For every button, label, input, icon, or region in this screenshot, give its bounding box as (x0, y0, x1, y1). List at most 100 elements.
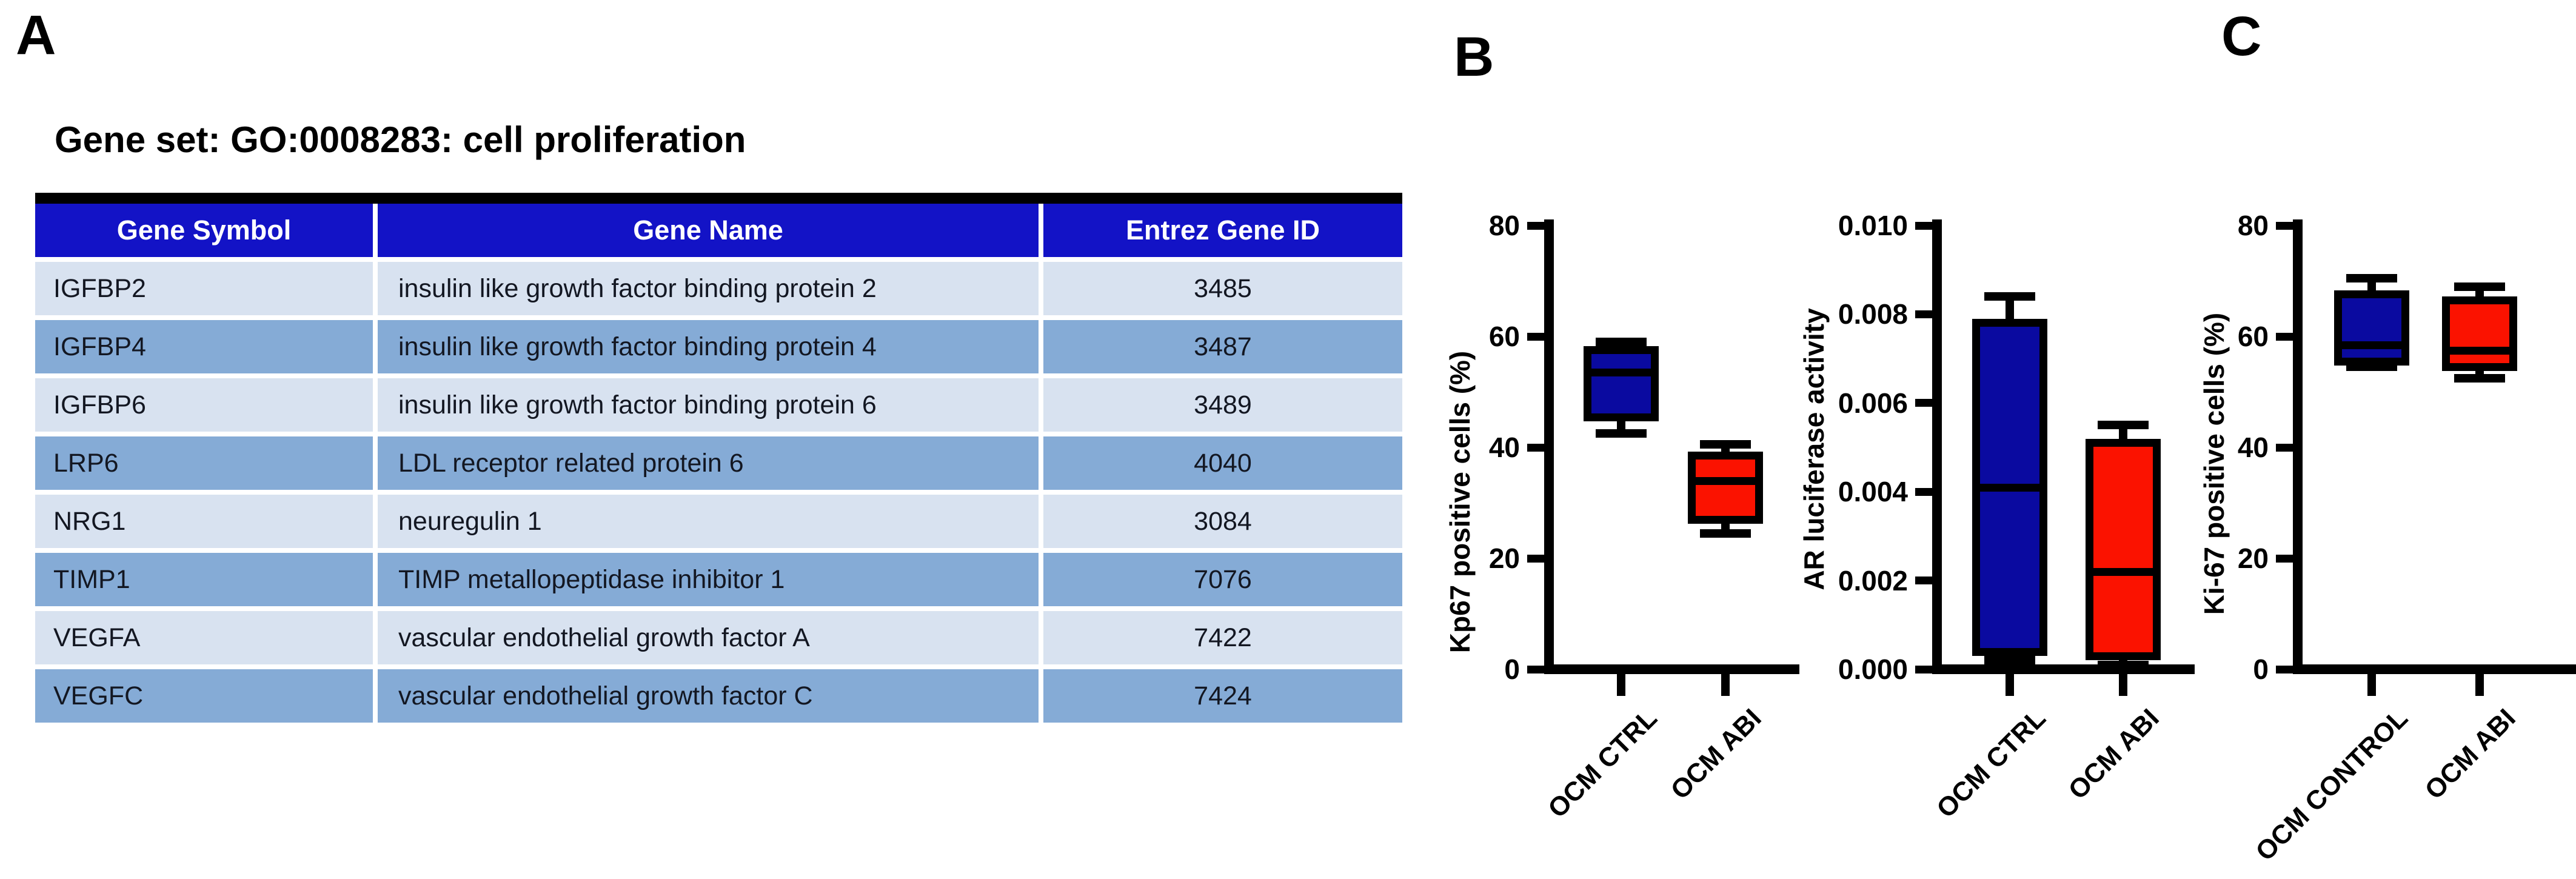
entrez-id-cell: 3485 (1043, 262, 1402, 315)
gene-symbol-cell: LRP6 (35, 436, 373, 490)
y-tick-label: 20 (1488, 543, 1520, 574)
whisker-cap (2454, 373, 2505, 383)
y-tick-label: 60 (2237, 321, 2269, 352)
y-axis-label: Ki-67 positive cells (%) (2198, 312, 2230, 615)
y-tick (1527, 332, 1544, 341)
gene-symbol-cell: IGFBP4 (35, 320, 373, 373)
y-tick-label: 0.010 (1838, 210, 1908, 241)
gene-name-cell: TIMP metallopeptidase inhibitor 1 (378, 553, 1039, 606)
whisker-cap (2098, 660, 2149, 669)
y-tick-label: 80 (2237, 210, 2269, 241)
y-tick-label: 20 (2237, 543, 2269, 574)
box (2086, 438, 2161, 661)
table-row: VEGFA vascular endothelial growth factor … (35, 611, 1402, 664)
y-tick (1915, 665, 1932, 673)
whisker-cap (2098, 421, 2149, 430)
entrez-id-cell: 3487 (1043, 320, 1402, 373)
x-tick (2119, 674, 2127, 696)
y-tick (1527, 221, 1544, 230)
x-tick (1721, 674, 1730, 696)
gene-name-cell: neuregulin 1 (378, 495, 1039, 548)
x-tick (2367, 674, 2376, 696)
x-category-label: OCM ABI (2419, 703, 2521, 806)
box (2334, 290, 2409, 366)
whisker-cap (1700, 440, 1751, 449)
gene-symbol-cell: VEGFC (35, 669, 373, 723)
gene-name-cell: insulin like growth factor binding prote… (378, 320, 1039, 373)
entrez-id-cell: 3489 (1043, 378, 1402, 432)
whisker (2006, 296, 2014, 324)
gene-symbol-cell: IGFBP2 (35, 262, 373, 315)
table-row: IGFBP6 insulin like growth factor binding… (35, 378, 1402, 432)
y-tick (2276, 332, 2293, 341)
gene-name-cell: vascular endothelial growth factor C (378, 669, 1039, 723)
gene-symbol-cell: IGFBP6 (35, 378, 373, 432)
whisker (2119, 425, 2127, 443)
y-tick-label: 0 (2253, 653, 2269, 685)
y-tick (1915, 487, 1932, 496)
entrez-id-cell: 7422 (1043, 611, 1402, 664)
x-tick (2006, 674, 2014, 696)
table-row: TIMP1 TIMP metallopeptidase inhibitor 1 70… (35, 553, 1402, 606)
y-tick (2276, 443, 2293, 452)
median-line (2450, 346, 2509, 355)
y-tick-label: 0.008 (1838, 298, 1908, 330)
y-tick (1915, 221, 1932, 230)
y-tick (2276, 221, 2293, 230)
y-axis-label: Kp67 positive cells (%) (1444, 350, 1476, 653)
gene-set-title: Gene set: GO:0008283: cell proliferation (55, 119, 746, 160)
whisker-cap (1596, 429, 1647, 438)
column-header-c2: Gene Name (378, 204, 1039, 257)
y-tick-label: 60 (1488, 321, 1520, 352)
median-line (1591, 369, 1651, 377)
y-tick (1915, 577, 1932, 585)
box (1584, 346, 1659, 421)
x-category-label: OCM CTRL (1930, 703, 2052, 824)
gene-table: Gene Symbol Gene Name Entrez Gene ID IGFBP… (35, 193, 1402, 723)
gene-symbol-cell: VEGFA (35, 611, 373, 664)
x-axis (1544, 664, 1799, 674)
whisker-cap (1984, 292, 2035, 301)
y-tick-label: 0.006 (1838, 387, 1908, 419)
column-header-c1: Gene Symbol (35, 204, 373, 257)
y-tick (1527, 443, 1544, 452)
y-tick (1915, 399, 1932, 407)
panel-c-letter: C (2221, 5, 2262, 67)
table-row: LRP6 LDL receptor related protein 6 4040 (35, 436, 1402, 490)
y-tick-label: 40 (2237, 432, 2269, 463)
median-line (2093, 567, 2153, 576)
table-header-row: Gene Symbol Gene Name Entrez Gene ID (35, 204, 1402, 257)
y-axis (1932, 219, 1942, 674)
median-line (2342, 341, 2401, 349)
table-row: NRG1 neuregulin 1 3084 (35, 495, 1402, 548)
median-line (1980, 483, 2039, 492)
x-tick (1617, 674, 1625, 696)
whisker-cap (1984, 656, 2035, 665)
table-row: IGFBP2 insulin like growth factor binding… (35, 262, 1402, 315)
table-row: VEGFC vascular endothelial growth factor … (35, 669, 1402, 723)
gene-name-cell: LDL receptor related protein 6 (378, 436, 1039, 490)
table-top-border (35, 193, 1402, 204)
y-tick (2276, 554, 2293, 563)
whisker-cap (2454, 282, 2505, 291)
column-header-c3: Entrez Gene ID (1043, 204, 1402, 257)
whisker-cap (2346, 273, 2397, 282)
whisker-cap (1596, 338, 1647, 347)
panel-b-letter: B (1454, 26, 1494, 88)
x-category-label: OCM ABI (2062, 703, 2165, 806)
gene-name-cell: insulin like growth factor binding prote… (378, 262, 1039, 315)
y-tick (2276, 665, 2293, 673)
y-axis-label: AR luciferase activity (1798, 308, 1830, 590)
gene-symbol-cell: TIMP1 (35, 553, 373, 606)
y-tick (1527, 554, 1544, 563)
y-tick-label: 40 (1488, 432, 1520, 463)
x-tick (2475, 674, 2484, 696)
y-axis (2293, 219, 2303, 674)
gene-symbol-cell: NRG1 (35, 495, 373, 548)
panel-a-letter: A (16, 4, 56, 66)
median-line (1696, 476, 1755, 485)
y-tick-label: 0.002 (1838, 564, 1908, 597)
table-body: IGFBP2 insulin like growth factor binding… (35, 262, 1402, 723)
gene-name-cell: vascular endothelial growth factor A (378, 611, 1039, 664)
